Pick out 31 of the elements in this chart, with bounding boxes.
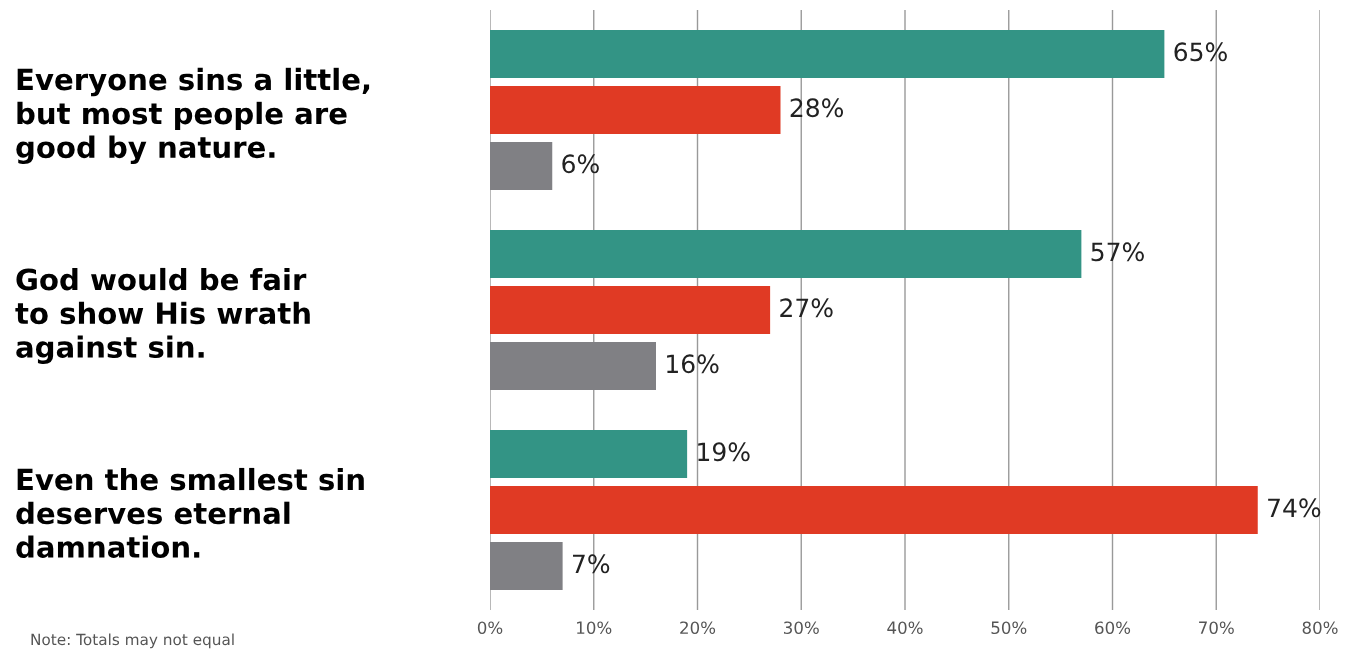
x-tick-label: 70% [1199,621,1234,635]
y-tick-label: Even the smallest sin deserves eternal damnation. [16,467,364,559]
text: 27% [780,298,833,318]
text: 74% [1268,498,1321,518]
x-tick-label: 60% [1095,621,1131,635]
x-tick-label: 30% [784,621,819,635]
y-tick-label: Everyone sins a little, but most people are good by nature. [16,67,370,165]
text: Note: Totals may not equal [31,633,234,649]
x-tick-label: 50% [991,621,1027,635]
bar [490,142,553,190]
text: 7% [573,554,610,574]
x-tick-label: 0% [477,621,503,635]
x-tick-label: 20% [680,621,716,635]
bar [490,230,1082,278]
y-tick-label: God would be fair to show His wrath against sin. [15,267,310,364]
text: 6% [562,154,599,174]
text: 28% [790,98,844,118]
text: 19% [698,442,750,462]
bar [490,430,688,478]
x-tick-label: 40% [887,621,923,635]
x-tick-label: 10% [577,621,612,635]
bar [490,86,781,134]
bar [490,286,771,334]
bar [490,486,1258,534]
bar [490,342,656,390]
bar [490,542,563,590]
text: 57% [1091,242,1144,262]
x-tick-label: 80% [1302,621,1338,635]
bar [490,30,1165,78]
text: 16% [667,354,719,374]
text: 65% [1174,42,1227,62]
